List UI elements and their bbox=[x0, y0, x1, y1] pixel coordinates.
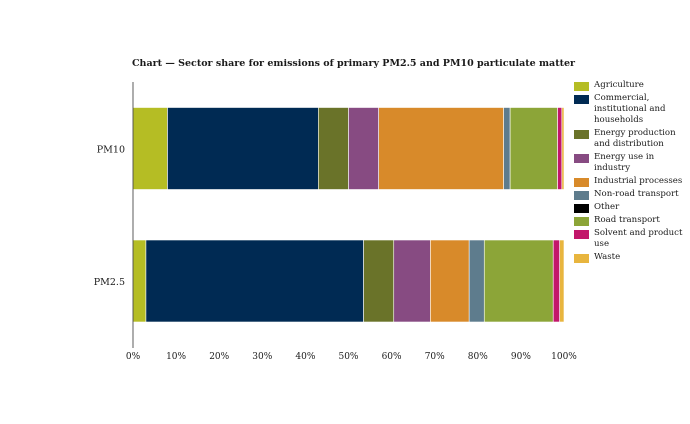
bar-segment-pm25-7 bbox=[483, 239, 554, 323]
x-tick-label: 100% bbox=[551, 352, 577, 362]
bar-segment-pm25-9 bbox=[559, 239, 565, 323]
chart-legend: Agriculture Commercial, institutional and… bbox=[574, 80, 690, 265]
x-tick-label: 20% bbox=[209, 352, 229, 362]
category-label: PM10 bbox=[97, 145, 125, 156]
legend-swatch bbox=[574, 95, 589, 104]
bar-segment-pm25-2 bbox=[363, 239, 395, 323]
x-tick-label: 90% bbox=[511, 352, 531, 362]
bar-segment-pm25-0 bbox=[132, 239, 147, 323]
bar-segment-pm25-5 bbox=[468, 239, 485, 323]
x-tick-label: 0% bbox=[126, 352, 141, 362]
legend-item: Industrial processes bbox=[574, 176, 690, 187]
legend-item: Solvent and product use bbox=[574, 228, 690, 250]
legend-swatch bbox=[574, 204, 589, 213]
legend-label: Solvent and product use bbox=[594, 228, 683, 249]
legend-label: Waste bbox=[594, 252, 621, 262]
bar-segment-pm25-8 bbox=[552, 239, 560, 323]
legend-item: Energy production and distribution bbox=[574, 128, 690, 150]
legend-item: Waste bbox=[574, 252, 690, 263]
legend-swatch bbox=[574, 178, 589, 187]
legend-swatch bbox=[574, 230, 589, 239]
x-tick-label: 80% bbox=[468, 352, 488, 362]
x-tick-label: 50% bbox=[338, 352, 358, 362]
bar-segment-pm10-8 bbox=[557, 107, 563, 190]
legend-label: Energy production and distribution bbox=[594, 128, 676, 149]
legend-label: Other bbox=[594, 202, 620, 212]
legend-label: Agriculture bbox=[594, 80, 644, 90]
legend-label: Energy use in industry bbox=[594, 152, 655, 173]
bar-segment-pm10-1 bbox=[167, 107, 319, 190]
category-label: PM2.5 bbox=[94, 277, 125, 288]
bar-segment-pm10-7 bbox=[509, 107, 558, 190]
legend-swatch bbox=[574, 254, 589, 263]
x-tick-label: 40% bbox=[295, 352, 315, 362]
legend-swatch bbox=[574, 82, 589, 91]
bar-segment-pm10-4 bbox=[378, 107, 504, 190]
x-tick-label: 30% bbox=[252, 352, 272, 362]
legend-swatch bbox=[574, 217, 589, 226]
bar-segment-pm10-0 bbox=[132, 107, 168, 190]
legend-label: Commercial, institutional and households bbox=[594, 93, 666, 125]
legend-swatch bbox=[574, 130, 589, 139]
x-tick-label: 70% bbox=[425, 352, 445, 362]
legend-item: Non-road transport bbox=[574, 189, 690, 200]
x-tick-label: 10% bbox=[166, 352, 186, 362]
legend-item: Energy use in industry bbox=[574, 152, 690, 174]
bar-segment-pm10-2 bbox=[318, 107, 349, 190]
legend-label: Road transport bbox=[594, 215, 660, 225]
bar-segment-pm25-1 bbox=[145, 239, 364, 323]
legend-item: Commercial, institutional and households bbox=[574, 93, 690, 126]
legend-swatch bbox=[574, 191, 589, 200]
bar-segment-pm25-3 bbox=[393, 239, 431, 323]
legend-label: Non-road transport bbox=[594, 189, 679, 199]
bar-segment-pm10-5 bbox=[503, 107, 511, 190]
legend-swatch bbox=[574, 154, 589, 163]
bar-segment-pm10-9 bbox=[561, 107, 565, 190]
legend-item: Other bbox=[574, 202, 690, 213]
bar-segment-pm10-3 bbox=[348, 107, 379, 190]
legend-label: Industrial processes bbox=[594, 176, 683, 186]
legend-item: Agriculture bbox=[574, 80, 690, 91]
x-tick-label: 60% bbox=[382, 352, 402, 362]
bar-segment-pm25-4 bbox=[430, 239, 470, 323]
chart-title: Chart — Sector share for emissions of pr… bbox=[132, 58, 576, 69]
legend-item: Road transport bbox=[574, 215, 690, 226]
